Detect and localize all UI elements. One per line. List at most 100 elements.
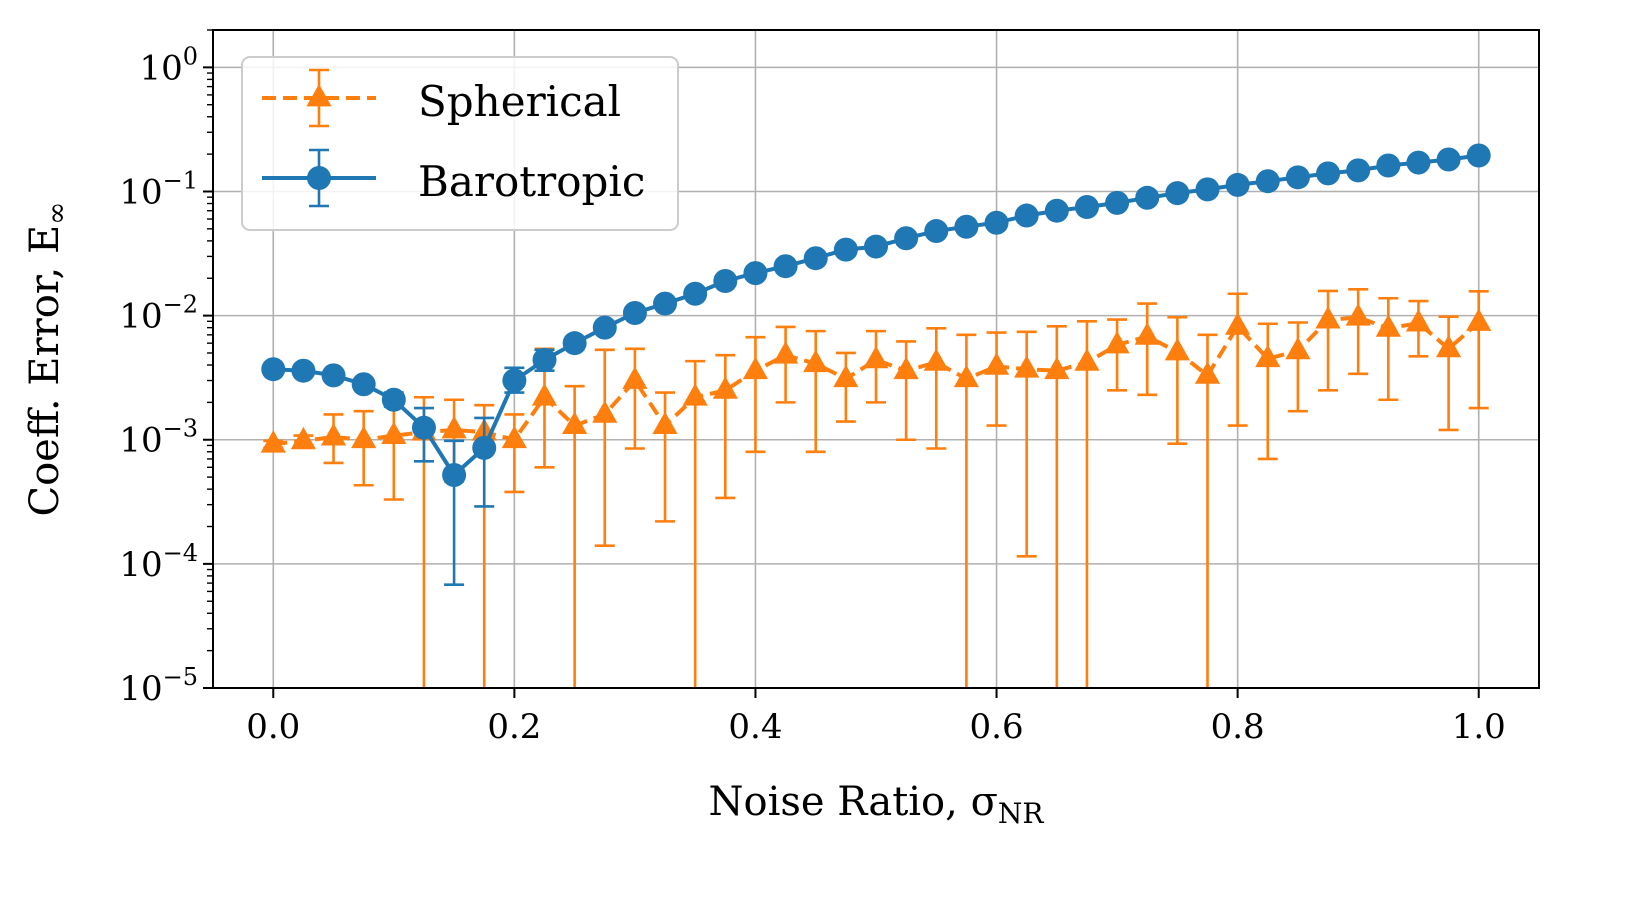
data-point xyxy=(803,246,828,271)
series-layer xyxy=(260,143,1492,688)
data-point xyxy=(290,426,317,450)
data-point xyxy=(1285,165,1310,190)
data-point xyxy=(592,315,617,340)
x-tick-label: 0.6 xyxy=(970,707,1024,747)
data-point xyxy=(833,364,859,388)
data-point xyxy=(1074,195,1099,220)
data-point xyxy=(713,269,738,294)
data-point xyxy=(923,348,949,371)
data-point xyxy=(683,281,708,306)
data-point xyxy=(351,425,377,449)
y-tick-label: 10−2 xyxy=(119,291,198,337)
data-point xyxy=(1014,203,1039,228)
x-axis-ticks: 0.0 0.2 0.4 0.6 0.8 1.0 xyxy=(246,688,1506,747)
data-point xyxy=(653,291,678,316)
legend: Spherical Barotropic xyxy=(241,56,679,231)
data-point xyxy=(1194,361,1221,384)
data-point xyxy=(562,331,587,356)
data-point xyxy=(1285,336,1311,360)
x-tick-label: 0.2 xyxy=(487,707,541,747)
data-point xyxy=(321,363,346,388)
data-point xyxy=(1436,147,1461,172)
data-point xyxy=(1255,344,1281,368)
data-point xyxy=(501,425,527,449)
data-point xyxy=(261,357,286,382)
data-point xyxy=(1225,172,1250,197)
x-axis-label-main: Noise Ratio, σ xyxy=(709,779,998,825)
data-point xyxy=(1135,185,1160,210)
data-point xyxy=(592,400,618,423)
data-point xyxy=(1466,308,1492,331)
y-tick-label: 10−4 xyxy=(119,539,198,585)
data-point xyxy=(1014,355,1040,378)
y-axis-ticks: 10−5 10−4 10−3 10−2 10−1 100 xyxy=(119,42,213,709)
y-tick-label: 10−1 xyxy=(119,166,198,212)
legend-label-barotropic: Barotropic xyxy=(418,157,645,206)
data-point xyxy=(1104,330,1130,354)
data-point xyxy=(1405,309,1432,332)
data-point xyxy=(1195,177,1220,202)
x-axis-label: Noise Ratio, σNR xyxy=(709,779,1045,830)
data-point xyxy=(1345,303,1371,326)
data-point xyxy=(894,226,919,251)
legend-entry-spherical xyxy=(262,68,376,128)
data-point xyxy=(1435,334,1462,358)
data-point xyxy=(1074,348,1100,371)
legend-entry-barotropic xyxy=(262,148,376,208)
data-point xyxy=(1165,181,1190,206)
data-point xyxy=(983,352,1010,375)
data-point xyxy=(1134,322,1160,345)
data-point xyxy=(773,254,798,279)
plot-frame xyxy=(212,29,1540,689)
data-point xyxy=(1225,312,1251,335)
data-point xyxy=(953,364,980,388)
x-axis-label-sub: NR xyxy=(998,797,1045,830)
data-point xyxy=(652,411,678,435)
data-point xyxy=(1466,143,1491,168)
data-point xyxy=(1044,356,1070,380)
data-point xyxy=(472,435,497,460)
data-point xyxy=(532,347,557,372)
data-point xyxy=(984,210,1009,235)
x-tick-label: 0.4 xyxy=(728,707,782,747)
data-point xyxy=(531,383,558,406)
data-point xyxy=(291,358,316,383)
data-point xyxy=(351,372,376,397)
data-point xyxy=(441,415,467,439)
y-tick-label: 10−3 xyxy=(119,415,198,461)
data-point xyxy=(924,219,949,244)
data-point xyxy=(1164,337,1190,361)
data-point xyxy=(381,387,406,412)
data-point xyxy=(1316,161,1341,186)
series-barotropic xyxy=(261,143,1491,586)
x-tick-label: 1.0 xyxy=(1452,707,1506,747)
data-point xyxy=(502,368,527,393)
data-point xyxy=(833,237,858,262)
data-point xyxy=(772,341,799,364)
data-point xyxy=(411,415,436,440)
y-tick-label: 10−5 xyxy=(119,663,198,709)
data-point xyxy=(954,214,979,239)
data-point xyxy=(1255,169,1280,194)
data-point xyxy=(1375,314,1401,337)
data-point xyxy=(622,366,648,389)
data-point xyxy=(1105,190,1130,215)
data-point xyxy=(622,300,647,325)
data-point xyxy=(442,462,467,487)
x-tick-label: 0.8 xyxy=(1211,707,1265,747)
data-point xyxy=(1044,198,1069,223)
y-axis-label-sub: ∞ xyxy=(40,202,73,225)
data-point xyxy=(893,356,919,380)
series-line xyxy=(273,315,1481,447)
data-point xyxy=(1406,150,1431,175)
data-point xyxy=(864,234,888,259)
data-point xyxy=(712,376,738,399)
data-point xyxy=(562,411,588,435)
data-point xyxy=(863,345,889,369)
data-point xyxy=(742,356,769,380)
data-point xyxy=(260,430,286,453)
y-tick-label: 100 xyxy=(139,42,198,88)
data-point xyxy=(320,423,347,446)
data-point xyxy=(682,383,708,406)
